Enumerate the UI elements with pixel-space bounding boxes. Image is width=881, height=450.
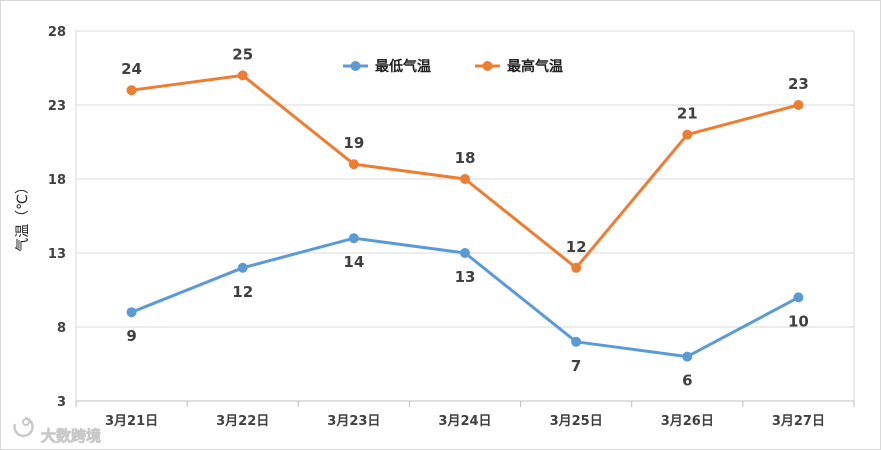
x-tick-label: 3月22日 (216, 414, 269, 429)
data-label: 14 (343, 253, 364, 271)
data-label: 13 (455, 268, 476, 286)
y-tick-label: 8 (57, 321, 66, 336)
data-point (682, 351, 693, 362)
watermark-text: 大数跨境 (41, 427, 101, 445)
data-label: 12 (566, 238, 587, 256)
x-tick-label: 3月27日 (772, 414, 825, 429)
y-tick-label: 28 (48, 25, 66, 40)
data-point (682, 129, 693, 140)
brand-logo-dot (22, 418, 30, 426)
legend-item: 最低气温 (343, 58, 431, 75)
series-line-1 (130, 73, 800, 270)
legend-label: 最高气温 (507, 58, 563, 75)
data-label: 23 (788, 75, 809, 93)
brand-logo-arc (13, 416, 34, 438)
legend-item: 最高气温 (475, 58, 563, 75)
x-tick-label: 3月26日 (661, 414, 714, 429)
data-point (237, 262, 248, 273)
data-label: 19 (343, 134, 364, 152)
data-label: 10 (788, 312, 809, 330)
plot-area (75, 30, 855, 402)
data-point (460, 174, 470, 184)
data-point (126, 307, 137, 318)
data-point (237, 70, 248, 81)
data-label: 7 (571, 357, 581, 375)
y-tick-label: 18 (48, 173, 66, 188)
x-tick-label: 3月24日 (438, 414, 491, 429)
legend-marker (482, 61, 493, 71)
y-tick-label: 3 (57, 395, 66, 410)
y-tick-label: 13 (48, 247, 66, 262)
data-label: 18 (455, 149, 476, 167)
data-label: 9 (126, 327, 136, 345)
data-point (126, 85, 137, 96)
x-tick-label: 3月25日 (550, 414, 603, 429)
legend-marker (350, 61, 361, 71)
data-point (348, 159, 359, 170)
data-point (460, 248, 470, 258)
x-tick-label: 3月21日 (105, 414, 158, 429)
data-label: 12 (232, 283, 253, 301)
data-point (793, 292, 804, 303)
brand-logo-icon (13, 416, 34, 438)
watermark: 大数跨境 (13, 416, 101, 445)
data-label: 25 (232, 45, 253, 63)
data-label: 6 (682, 372, 692, 390)
data-label: 24 (121, 60, 142, 78)
data-point (348, 233, 359, 244)
y-axis-title: 气温（℃） (15, 180, 31, 252)
data-point (793, 100, 804, 110)
data-label: 21 (677, 105, 698, 123)
data-point (571, 336, 582, 347)
legend-label: 最低气温 (375, 58, 431, 75)
x-tick-label: 3月23日 (327, 414, 380, 429)
y-tick-label: 23 (48, 99, 66, 114)
data-point (571, 262, 582, 273)
